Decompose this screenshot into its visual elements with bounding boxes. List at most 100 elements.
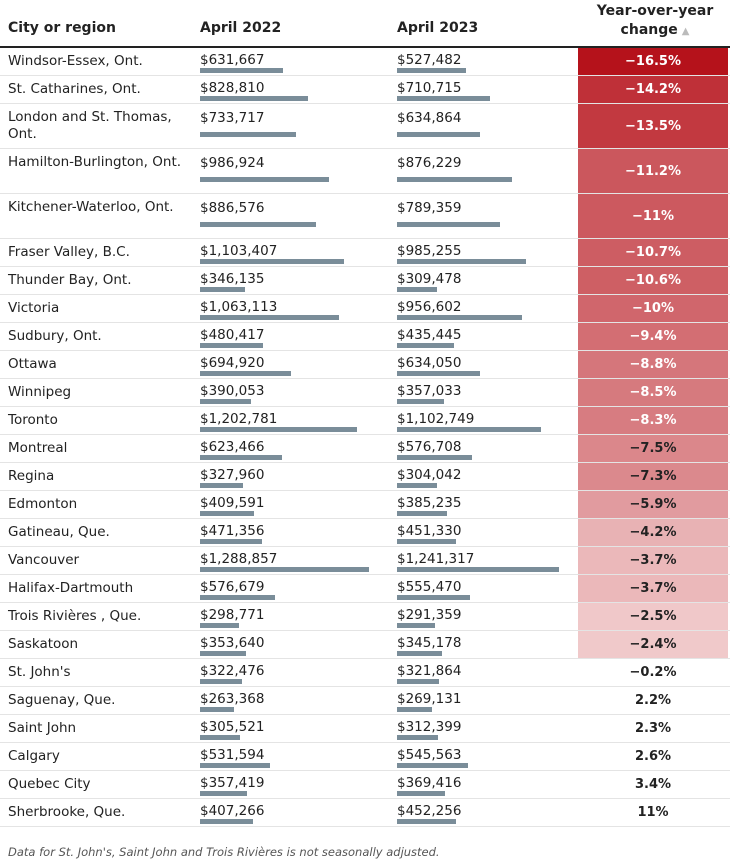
bar-april-2023 xyxy=(397,763,468,768)
value-april-2023: $357,033 xyxy=(397,383,462,399)
value-april-2023: $312,399 xyxy=(397,719,462,735)
value-april-2022: $1,063,113 xyxy=(200,299,278,315)
bar-april-2022 xyxy=(200,132,296,137)
value-april-2022: $305,521 xyxy=(200,719,265,735)
bar-april-2023 xyxy=(397,287,437,292)
city-name: Sudbury, Ont. xyxy=(8,328,102,344)
table-row: Edmonton $409,591 $385,235 −5.9% xyxy=(0,491,730,519)
value-april-2023: $304,042 xyxy=(397,467,462,483)
value-april-2023: $435,445 xyxy=(397,327,462,343)
table-row: Halifax-Dartmouth $576,679 $555,470 −3.7% xyxy=(0,575,730,603)
change-cell: −5.9% xyxy=(578,491,728,518)
table-row: Ottawa $694,920 $634,050 −8.8% xyxy=(0,351,730,379)
change-cell: −13.5% xyxy=(578,104,728,148)
value-april-2023: $385,235 xyxy=(397,495,462,511)
value-april-2022: $694,920 xyxy=(200,355,265,371)
city-name: Edmonton xyxy=(8,496,78,512)
city-name: St. John's xyxy=(8,664,71,680)
change-cell: −4.2% xyxy=(578,519,728,546)
bar-april-2022 xyxy=(200,595,275,600)
change-cell: −3.7% xyxy=(578,547,728,574)
bar-april-2023 xyxy=(397,371,480,376)
column-header-change[interactable]: Year-over-year change ▲ xyxy=(580,2,730,41)
table-row: Gatineau, Que. $471,356 $451,330 −4.2% xyxy=(0,519,730,547)
bar-april-2022 xyxy=(200,567,369,572)
footnote: Data for St. John's, Saint John and Troi… xyxy=(8,845,440,859)
triangle-up-icon[interactable]: ▲ xyxy=(681,26,690,37)
bar-april-2023 xyxy=(397,315,522,320)
value-april-2022: $1,202,781 xyxy=(200,411,278,427)
change-cell: 2.6% xyxy=(634,749,672,764)
city-name: St. Catharines, Ont. xyxy=(8,81,141,97)
city-name: Vancouver xyxy=(8,552,80,568)
value-april-2022: $986,924 xyxy=(200,155,265,171)
change-cell: −11.2% xyxy=(578,149,728,193)
change-cell: −7.5% xyxy=(578,435,728,462)
column-header-april-2023[interactable]: April 2023 xyxy=(397,20,479,36)
table-row: Winnipeg $390,053 $357,033 −8.5% xyxy=(0,379,730,407)
change-cell: −7.3% xyxy=(578,463,728,490)
value-april-2022: $828,810 xyxy=(200,80,265,96)
city-name: Victoria xyxy=(8,300,60,316)
bar-april-2022 xyxy=(200,763,270,768)
table-row: St. Catharines, Ont. $828,810 $710,715 −14.… xyxy=(0,76,730,104)
change-cell: 2.3% xyxy=(634,721,672,736)
city-name: Saguenay, Que. xyxy=(8,692,116,708)
value-april-2023: $555,470 xyxy=(397,579,462,595)
table-header: City or region April 2022 April 2023 Yea… xyxy=(0,0,730,46)
table-row: Hamilton-Burlington, Ont. $986,924 $876,22… xyxy=(0,149,730,194)
city-name: Kitchener-Waterloo, Ont. xyxy=(8,199,174,215)
bar-april-2023 xyxy=(397,96,490,101)
bar-april-2022 xyxy=(200,651,246,656)
change-cell: −10.6% xyxy=(578,267,728,294)
change-cell: −8.3% xyxy=(578,407,728,434)
bar-april-2022 xyxy=(200,259,344,264)
city-name: Trois Rivières , Que. xyxy=(8,608,142,624)
bar-april-2023 xyxy=(397,132,480,137)
bar-april-2023 xyxy=(397,511,447,516)
bar-april-2022 xyxy=(200,791,247,796)
value-april-2022: $357,419 xyxy=(200,775,265,791)
value-april-2022: $409,591 xyxy=(200,495,265,511)
change-cell: −3.7% xyxy=(578,575,728,602)
table-row: Montreal $623,466 $576,708 −7.5% xyxy=(0,435,730,463)
change-cell: −11% xyxy=(578,194,728,238)
bar-april-2023 xyxy=(397,623,435,628)
change-cell: −14.2% xyxy=(578,76,728,103)
value-april-2022: $886,576 xyxy=(200,200,265,216)
change-cell: −2.5% xyxy=(578,603,728,630)
value-april-2023: $321,864 xyxy=(397,663,462,679)
city-name: Regina xyxy=(8,468,55,484)
bar-april-2022 xyxy=(200,483,243,488)
table-row: Fraser Valley, B.C. $1,103,407 $985,255 −10… xyxy=(0,239,730,267)
bar-april-2023 xyxy=(397,735,438,740)
value-april-2022: $353,640 xyxy=(200,635,265,651)
value-april-2022: $346,135 xyxy=(200,271,265,287)
value-april-2023: $545,563 xyxy=(397,747,462,763)
header-divider xyxy=(0,46,730,48)
column-header-city[interactable]: City or region xyxy=(8,20,116,36)
value-april-2022: $327,960 xyxy=(200,467,265,483)
city-name: Calgary xyxy=(8,748,60,764)
table-row: Thunder Bay, Ont. $346,135 $309,478 −10.6% xyxy=(0,267,730,295)
value-april-2023: $452,256 xyxy=(397,803,462,819)
bar-april-2023 xyxy=(397,343,454,348)
bar-april-2023 xyxy=(397,819,456,824)
value-april-2023: $291,359 xyxy=(397,607,462,623)
city-name: London and St. Thomas, Ont. xyxy=(8,109,172,142)
city-name: Windsor-Essex, Ont. xyxy=(8,53,143,69)
bar-april-2023 xyxy=(397,567,559,572)
bar-april-2023 xyxy=(397,177,512,182)
bar-april-2022 xyxy=(200,427,357,432)
column-header-april-2022[interactable]: April 2022 xyxy=(200,20,282,36)
bar-april-2023 xyxy=(397,595,470,600)
value-april-2022: $298,771 xyxy=(200,607,265,623)
bar-april-2022 xyxy=(200,455,282,460)
city-name: Montreal xyxy=(8,440,68,456)
bar-april-2022 xyxy=(200,399,251,404)
change-cell: −0.2% xyxy=(629,665,677,680)
bar-april-2023 xyxy=(397,222,500,227)
table-row: Saint John $305,521 $312,399 2.3% xyxy=(0,715,730,743)
table-row: Victoria $1,063,113 $956,602 −10% xyxy=(0,295,730,323)
bar-april-2022 xyxy=(200,511,254,516)
